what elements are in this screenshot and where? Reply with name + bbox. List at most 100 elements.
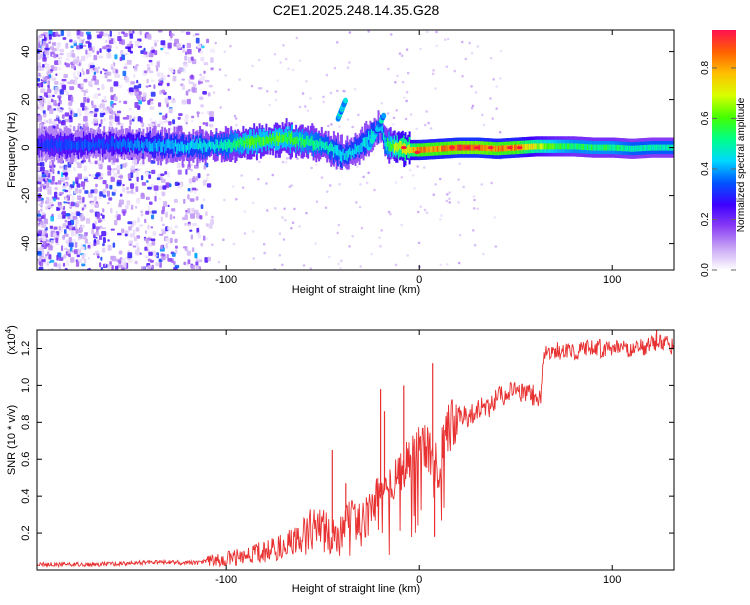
spectrogram-noise-cell (351, 125, 354, 129)
spectrogram-noise-cell (100, 110, 104, 114)
spectrogram-noise-cell (54, 60, 59, 65)
spectrogram-ridge-cell (296, 136, 299, 144)
spectrogram-noise-cell (90, 189, 95, 194)
spectrogram-noise-cell (285, 157, 289, 160)
spectrogram-ridge-cell (435, 146, 438, 152)
spectrogram-noise-cell (113, 188, 118, 193)
spectrogram-ridge-cell (128, 141, 131, 152)
spectrogram-noise-cell (380, 102, 384, 105)
spectrogram-noise-cell (266, 90, 269, 93)
spectrogram-ridge-cell (182, 144, 185, 153)
spectrogram-ridge-cell (589, 144, 592, 151)
spectrogram-noise-cell (129, 243, 133, 246)
spectrogram-ridge-cell (89, 141, 92, 151)
spectrogram-ridge-cell (342, 148, 345, 156)
spectrogram-noise-cell (159, 80, 164, 84)
spectrogram-ridge-cell (385, 142, 388, 151)
spectrogram-ridge-cell (430, 146, 433, 153)
spectrogram-noise-cell (111, 103, 114, 109)
spectrogram-ridge-cell (457, 144, 460, 151)
spectrogram-noise-cell (165, 182, 170, 187)
spectrogram-noise-cell (95, 226, 100, 230)
spectrogram-noise-cell (159, 185, 163, 190)
spectrogram-noise-cell (476, 207, 479, 211)
spectrogram-noise-cell (53, 197, 56, 202)
spectrogram-noise-cell (205, 223, 209, 227)
spectrogram-noise-cell (107, 239, 110, 242)
spectrogram-ridge-cell (281, 134, 284, 143)
spectrogram-noise-cell (61, 114, 65, 119)
spectrogram-noise-cell (394, 181, 398, 184)
spectrogram-noise-cell (174, 225, 178, 229)
spectrogram-noise-cell (209, 123, 214, 128)
spectrogram-noise-cell (212, 91, 216, 94)
spectrogram-ridge-cell (199, 138, 202, 149)
spectrogram-ridge-cell (122, 138, 125, 148)
spectrogram-noise-cell (58, 125, 62, 128)
spectrogram-noise-cell (143, 47, 146, 52)
spectrogram-ridge-cell (200, 141, 203, 151)
spectrogram-noise-cell (328, 255, 331, 259)
spectrogram-noise-cell (359, 183, 362, 186)
spectrogram-noise-cell (184, 55, 188, 61)
spectrogram-ridge-cell (153, 140, 156, 152)
spectrogram-noise-cell (132, 229, 136, 235)
spectrogram-ridge-cell (627, 145, 630, 152)
spectrogram-noise-cell (130, 188, 134, 194)
spectrogram-noise-cell (50, 98, 54, 103)
spectrogram-ridge-cell (411, 147, 414, 153)
spectrogram-noise-cell (61, 78, 67, 82)
spectrogram-noise-cell (171, 230, 176, 235)
spectrogram-noise-cell (159, 262, 162, 268)
spectrogram-ridge-cell (176, 143, 179, 154)
spectrogram-noise-cell (182, 49, 186, 53)
spectrogram-noise-cell (235, 124, 238, 127)
spectrogram-noise-cell (224, 74, 227, 77)
spectrogram-noise-cell (160, 245, 163, 250)
spectrogram-ridge-cell (455, 144, 458, 151)
spectrogram-noise-cell (217, 260, 221, 264)
spectrogram-ridge-cell (114, 143, 116, 150)
spectrogram-ridge-cell (251, 136, 254, 145)
spectrogram-noise-cell (211, 215, 214, 219)
spectrogram-noise-cell (173, 198, 178, 203)
spectrogram-ridge-cell (303, 139, 306, 148)
spectrogram-noise-cell (111, 265, 114, 270)
spectrogram-noise-cell (59, 82, 65, 86)
spectrogram-noise-cell (158, 60, 161, 63)
spectrogram-noise-cell (125, 77, 130, 83)
spectrogram-noise-cell (91, 202, 96, 206)
spectrogram-noise-cell (77, 195, 82, 200)
spectrogram-noise-cell (65, 42, 69, 49)
spectrogram-noise-cell (133, 220, 137, 226)
spectrogram-noise-cell (64, 267, 68, 270)
spectrogram-noise-cell (114, 215, 117, 219)
spectrogram-noise-cell (116, 181, 121, 187)
spectrogram-noise-cell (161, 72, 164, 78)
spectrogram-noise-cell (57, 42, 61, 47)
spectrogram-noise-cell (71, 53, 76, 58)
spectrogram-ridge-cell (366, 136, 369, 146)
spectrogram-noise-cell (100, 256, 103, 261)
spectrogram-noise-cell (146, 242, 152, 248)
spectrogram-noise-cell (96, 50, 100, 55)
spectrogram-ridge-cell (112, 136, 115, 147)
spectrogram-ridge-cell (331, 143, 334, 152)
spectrogram-noise-cell (56, 114, 59, 119)
spectrogram-noise-cell (165, 113, 168, 119)
spectrogram-noise-cell (400, 223, 403, 227)
spectrogram-ridge-cell (319, 138, 322, 147)
spectrogram-ridge-cell (447, 145, 450, 152)
spectrogram-ridge-cell (365, 137, 368, 148)
spectrogram-xlabel: Height of straight line (km) (292, 284, 420, 296)
spectrogram-noise-cell (148, 70, 154, 74)
spectrogram-ridge-cell (414, 147, 416, 153)
spectrogram-ridge-cell (643, 145, 646, 151)
spectrogram-noise-cell (69, 39, 73, 43)
spectrogram-noise-cell (423, 166, 426, 169)
spectrogram-noise-cell (472, 229, 475, 232)
spectrogram-ridge-cell (495, 145, 498, 152)
spectrogram-noise-cell (57, 56, 62, 60)
spectrogram-ridge-cell (242, 137, 245, 147)
spectrogram-ridge-cell (512, 144, 515, 151)
